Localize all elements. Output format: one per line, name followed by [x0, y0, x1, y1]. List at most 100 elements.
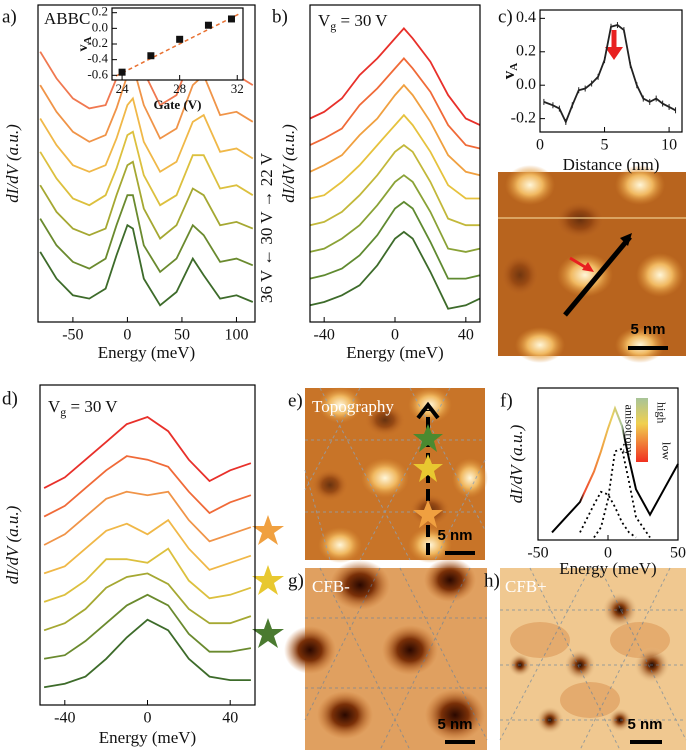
- data-point: [176, 35, 184, 43]
- y-tick-label: 0.0: [92, 19, 108, 34]
- scale-bar-label: 5 nm: [630, 321, 665, 338]
- image-label: CFB-: [312, 577, 350, 596]
- panel-label: f): [500, 390, 513, 411]
- gate-label: Vg = 30 V: [318, 11, 388, 33]
- panel-label: e): [288, 390, 303, 411]
- x-tick-label: 10: [661, 137, 677, 154]
- y-tick-label: -0.2: [87, 35, 108, 50]
- y-axis-label: vA: [76, 36, 93, 51]
- data-line: [39, 130, 254, 207]
- axes-frame: [37, 4, 256, 323]
- colorbar-title: anisotropy: [622, 405, 636, 456]
- x-tick-label: 40: [458, 327, 474, 344]
- image-label: CFB+: [505, 577, 547, 596]
- data-line: [309, 27, 481, 126]
- y-axis-label: vA: [499, 63, 520, 80]
- panel-label: a): [2, 6, 17, 27]
- data-line: [43, 416, 252, 489]
- data-point: [227, 15, 235, 23]
- data-line: [43, 518, 252, 575]
- data-point: [118, 68, 126, 76]
- gate-label-part: V: [318, 11, 331, 30]
- gate-label: Vg = 30 V: [48, 397, 118, 419]
- x-axis-label: Distance (nm): [563, 155, 660, 174]
- y-tick-label: 0.0: [516, 76, 536, 93]
- data-point: [147, 52, 155, 60]
- data-line: [579, 490, 637, 539]
- x-tick-label: 28: [173, 81, 186, 96]
- star: [252, 515, 284, 545]
- x-tick-label: -50: [527, 545, 548, 562]
- data-line: [309, 83, 481, 177]
- data-line: [309, 143, 480, 227]
- x-axis-label: Energy (meV): [559, 559, 656, 578]
- y-tick-label: 0.2: [92, 4, 108, 19]
- data-line: [43, 593, 252, 660]
- y-axis-label-part: dI/dV (a.u.): [279, 124, 298, 203]
- panel-label: h): [484, 570, 500, 591]
- scale-bar-label: 5 nm: [627, 716, 662, 733]
- gate-label-part: g: [330, 19, 336, 33]
- image-label: Topography: [312, 397, 394, 416]
- y-tick-label: -0.2: [511, 109, 536, 126]
- x-tick-label: 0: [604, 545, 612, 562]
- x-axis-label: Energy (meV): [99, 728, 196, 747]
- data-line: [309, 57, 481, 150]
- y-tick-label: 0.2: [516, 42, 536, 59]
- x-tick-label: 40: [222, 710, 238, 727]
- scale-bar-label: 5 nm: [437, 527, 472, 544]
- stm-image-h: CFB+ 5 nm: [499, 567, 687, 751]
- x-tick-label: 32: [231, 81, 244, 96]
- x-tick-label: -50: [62, 327, 83, 344]
- x-tick-label: 50: [670, 545, 686, 562]
- y-axis-label: dI/dV (a.u.): [3, 505, 22, 584]
- data-line: [309, 230, 481, 310]
- star: [252, 565, 284, 595]
- data-line: [43, 547, 252, 603]
- data-line: [39, 96, 254, 174]
- y-axis-label: dI/dV (a.u.): [279, 124, 298, 203]
- y-axis-label: dI/dV (a.u.): [507, 424, 526, 503]
- x-axis-label: Energy (meV): [346, 343, 443, 362]
- x-tick-label: 0: [144, 710, 152, 727]
- fit-line: [115, 13, 240, 77]
- data-line: [309, 113, 480, 200]
- y-tick-label: 0.4: [516, 9, 536, 26]
- x-axis-label: Gate (V): [153, 97, 201, 112]
- panel-label: c): [498, 6, 513, 27]
- axes-frame: [539, 9, 683, 133]
- inset-background: [112, 8, 243, 80]
- scale-bar-label: 5 nm: [437, 716, 472, 733]
- stm-image-g: CFB- 5 nm: [284, 558, 488, 751]
- x-tick-label: -40: [54, 710, 75, 727]
- gate-label-part: V: [48, 397, 61, 416]
- data-line: [39, 160, 254, 240]
- data-line: [39, 223, 254, 307]
- gate-label-part: = 30 V: [66, 397, 118, 416]
- x-tick-label: 0: [123, 327, 131, 344]
- colorbar: [636, 398, 648, 462]
- stm-image-e: Topography 5 nm: [304, 387, 488, 563]
- data-line: [39, 194, 254, 274]
- colorbar-high: high: [654, 402, 668, 423]
- x-tick-label: 24: [116, 81, 130, 96]
- gate-range: 36 V ← 30 V → 22 V: [257, 152, 276, 303]
- data-line: [543, 24, 676, 125]
- data-line: [43, 618, 251, 689]
- data-line: [309, 174, 481, 253]
- panel-label: b): [272, 6, 288, 27]
- panel-label: g): [288, 570, 304, 591]
- data-line: [39, 62, 254, 143]
- y-axis-label-part: dI/dV (a.u.): [3, 505, 22, 584]
- star: [252, 618, 284, 648]
- gate-label-part: = 30 V: [336, 11, 388, 30]
- y-axis-label-part: v: [499, 70, 518, 79]
- y-axis-label-part: v: [76, 44, 91, 51]
- y-axis-label-part: dI/dV (a.u.): [507, 424, 526, 503]
- sample-label: ABBC: [44, 9, 90, 28]
- y-tick-label: -0.6: [87, 66, 108, 81]
- data-line: [309, 200, 481, 280]
- y-tick-label: -0.4: [87, 51, 108, 66]
- y-axis-label: dI/dV (a.u.): [3, 124, 22, 203]
